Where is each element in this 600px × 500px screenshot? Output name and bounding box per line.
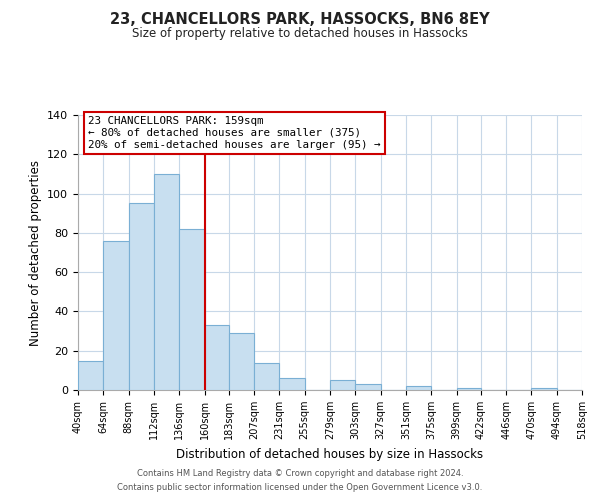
Text: Contains public sector information licensed under the Open Government Licence v3: Contains public sector information licen…	[118, 484, 482, 492]
Bar	[406, 386, 431, 390]
Text: Size of property relative to detached houses in Hassocks: Size of property relative to detached ho…	[132, 28, 468, 40]
Text: 23, CHANCELLORS PARK, HASSOCKS, BN6 8EY: 23, CHANCELLORS PARK, HASSOCKS, BN6 8EY	[110, 12, 490, 28]
Text: 23 CHANCELLORS PARK: 159sqm
← 80% of detached houses are smaller (375)
20% of se: 23 CHANCELLORS PARK: 159sqm ← 80% of det…	[88, 116, 380, 150]
X-axis label: Distribution of detached houses by size in Hassocks: Distribution of detached houses by size …	[176, 448, 484, 460]
Bar	[128, 204, 154, 390]
Bar	[280, 378, 305, 390]
Bar	[254, 362, 280, 390]
Bar	[78, 360, 103, 390]
Y-axis label: Number of detached properties: Number of detached properties	[29, 160, 41, 346]
Bar	[532, 388, 557, 390]
Bar	[179, 229, 205, 390]
Bar	[229, 333, 254, 390]
Bar	[154, 174, 179, 390]
Bar	[330, 380, 355, 390]
Text: Contains HM Land Registry data © Crown copyright and database right 2024.: Contains HM Land Registry data © Crown c…	[137, 468, 463, 477]
Bar	[103, 240, 128, 390]
Bar	[457, 388, 481, 390]
Bar	[355, 384, 380, 390]
Bar	[205, 325, 229, 390]
